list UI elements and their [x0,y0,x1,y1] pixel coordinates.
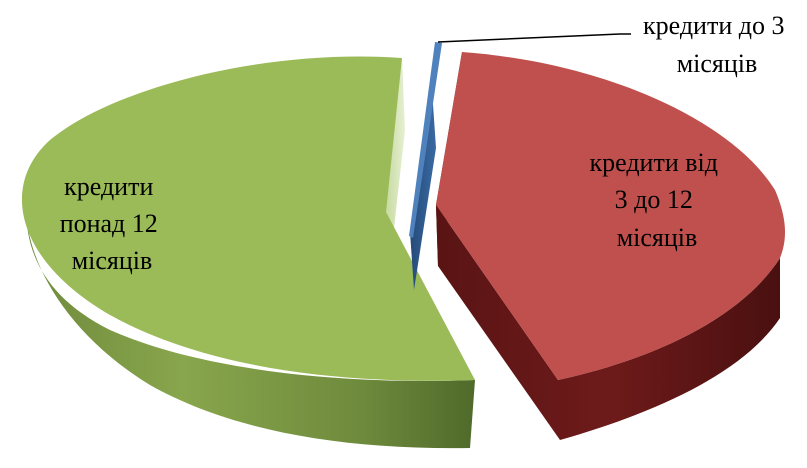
label-over-12-months-line-2: понад 12 [60,209,158,238]
label-3-to-12-months: кредити від 3 до 12 місяців [590,148,725,252]
slice-over-12-months-top [21,56,475,381]
label-over-12-months-line-1: кредити [64,172,153,201]
slice-over-12-months-side [26,195,475,449]
label-up-to-3-months-line-2: місяців [677,49,758,78]
slice-3-to-12-months-top [436,52,785,380]
leader-line-up-to-3-months [437,33,631,43]
label-3-to-12-months-line-3: місяців [617,223,698,252]
slice-up-to-3-months [409,42,442,290]
label-over-12-months-line-3: місяців [72,246,153,275]
slice-3-to-12-months-side [436,205,780,440]
label-3-to-12-months-line-2: 3 до 12 [615,185,693,214]
label-3-to-12-months-line-1: кредити від [590,148,718,177]
slice-over-12-months [21,56,475,449]
label-up-to-3-months-line-1: кредити до 3 [643,11,784,40]
slice-up-to-3-months-side [410,90,436,290]
slice-3-to-12-months [436,52,785,440]
slice-up-to-3-months-top [409,42,442,238]
label-up-to-3-months: кредити до 3 місяців [643,11,791,78]
label-over-12-months: кредити понад 12 місяців [60,172,165,275]
